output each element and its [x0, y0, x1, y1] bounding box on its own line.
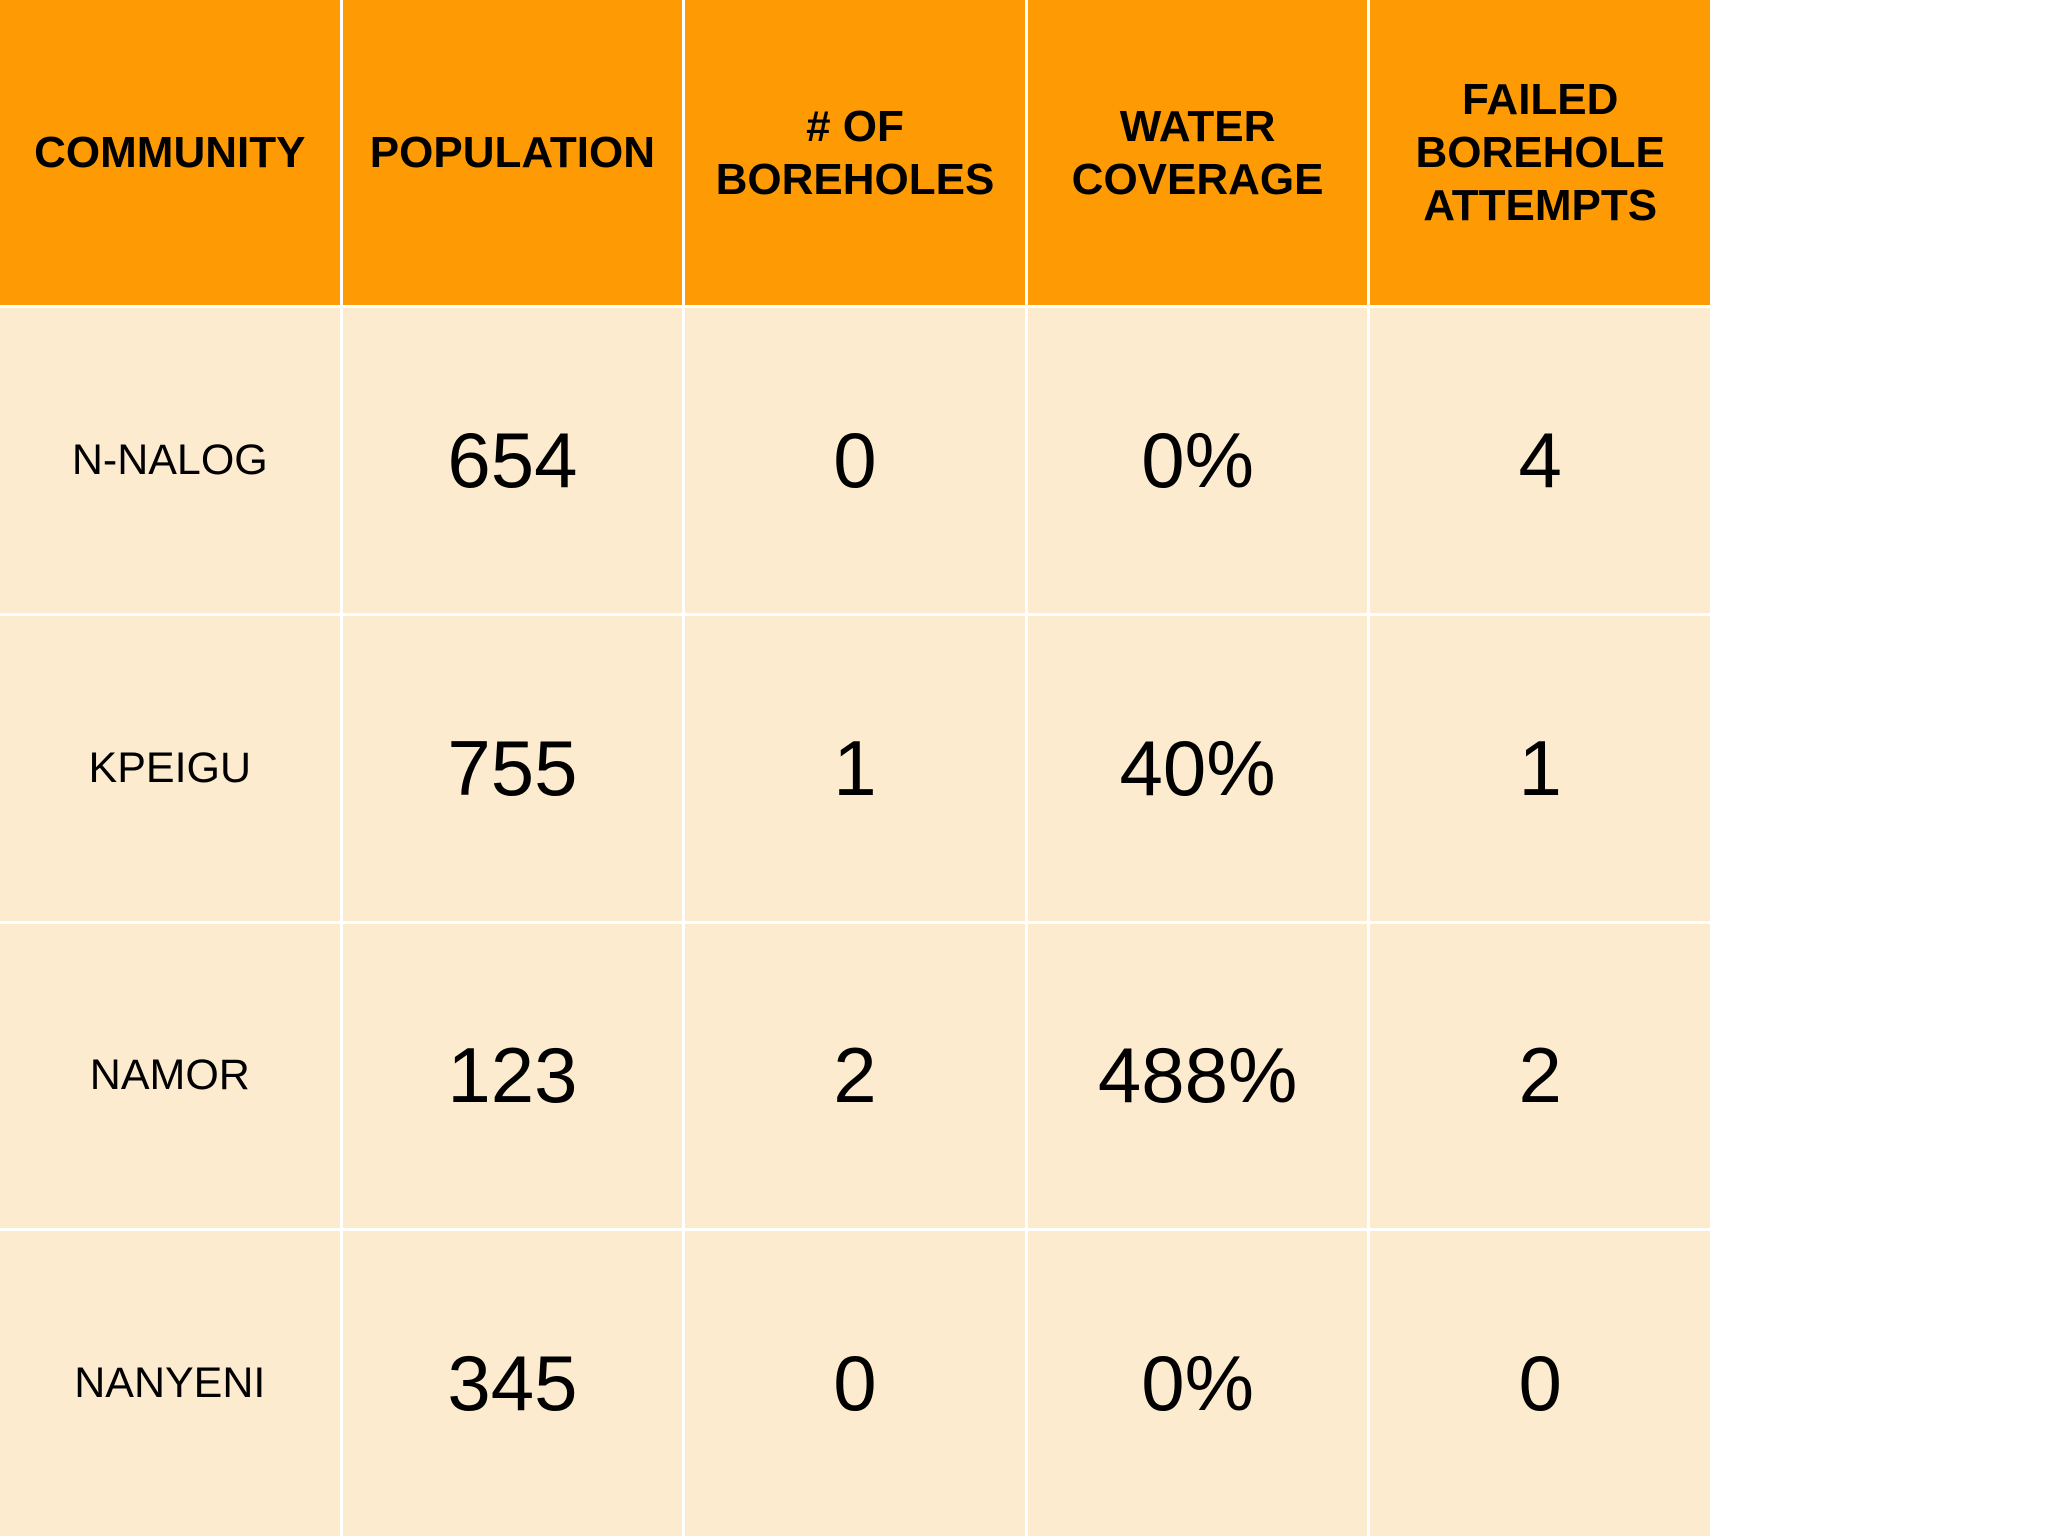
cell-water-coverage: 488% [1027, 923, 1368, 1229]
cell-failed-attempts: 2 [1370, 923, 1710, 1229]
header-community: COMMUNITY [0, 0, 340, 305]
cell-water-coverage: 0% [1027, 308, 1368, 613]
cell-population: 345 [342, 1231, 683, 1536]
header-water-coverage-line: WATER [1119, 101, 1276, 151]
cell-water-coverage: 0% [1027, 1231, 1368, 1536]
cell-boreholes: 0 [685, 308, 1025, 613]
cell-boreholes: 1 [685, 615, 1025, 921]
header-failed-attempts-line: ATTEMPTS [1423, 181, 1658, 230]
header-boreholes-line: BOREHOLES [715, 154, 995, 204]
header-water-coverage: WATER COVERAGE [1027, 0, 1368, 305]
header-water-coverage-line: COVERAGE [1071, 154, 1324, 204]
cell-community: N-NALOG [0, 308, 340, 613]
cell-population: 755 [342, 615, 683, 921]
header-failed-attempts-line: BOREHOLE [1415, 128, 1665, 177]
header-failed-attempts-line: FAILED [1461, 75, 1619, 124]
cell-failed-attempts: 4 [1370, 308, 1710, 613]
cell-population: 123 [342, 923, 683, 1229]
header-population: POPULATION [342, 0, 683, 305]
cell-community: NAMOR [0, 923, 340, 1229]
borehole-data-table: COMMUNITY POPULATION # OF BOREHOLES WATE… [0, 0, 1710, 1536]
header-boreholes: # OF BOREHOLES [685, 0, 1025, 305]
header-population-line: POPULATION [369, 128, 655, 177]
cell-community: KPEIGU [0, 615, 340, 921]
header-failed-attempts: FAILED BOREHOLE ATTEMPTS [1370, 0, 1710, 305]
header-community-line: COMMUNITY [34, 128, 306, 177]
cell-failed-attempts: 1 [1370, 615, 1710, 921]
cell-boreholes: 0 [685, 1231, 1025, 1536]
header-boreholes-line: # OF [806, 101, 904, 151]
cell-community: NANYENI [0, 1231, 340, 1536]
cell-population: 654 [342, 308, 683, 613]
cell-failed-attempts: 0 [1370, 1231, 1710, 1536]
cell-boreholes: 2 [685, 923, 1025, 1229]
cell-water-coverage: 40% [1027, 615, 1368, 921]
